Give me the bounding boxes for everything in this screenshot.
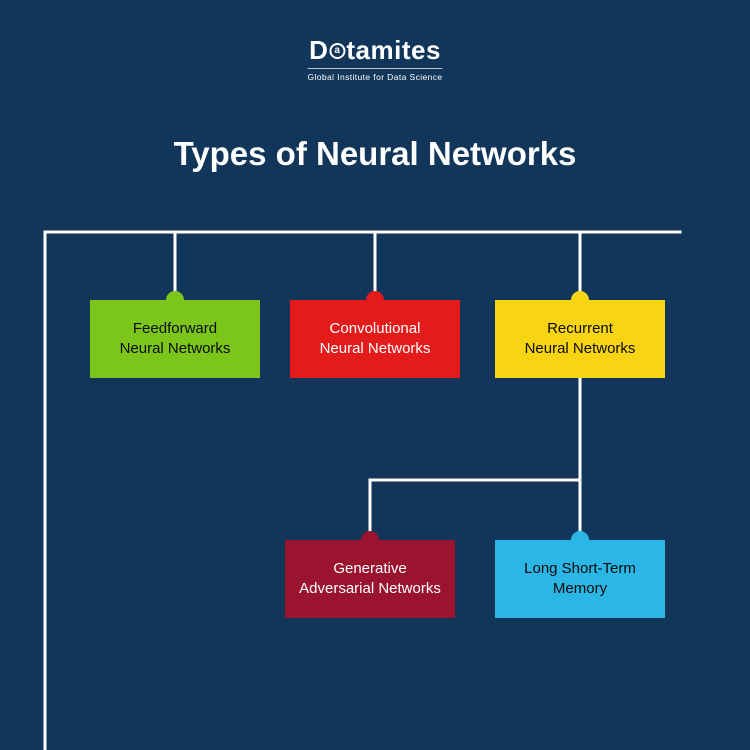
node-dot-convolutional: [366, 291, 384, 309]
node-label-line2: Neural Networks: [320, 339, 431, 359]
node-lstm: Long Short-TermMemory: [495, 540, 665, 618]
node-label: FeedforwardNeural Networks: [120, 319, 231, 360]
node-recurrent: RecurrentNeural Networks: [495, 300, 665, 378]
node-label-line2: Memory: [524, 579, 636, 599]
node-label-line2: Neural Networks: [120, 339, 231, 359]
node-label-line1: Long Short-Term: [524, 559, 636, 579]
node-dot-feedforward: [166, 291, 184, 309]
node-label: Long Short-TermMemory: [524, 559, 636, 600]
node-label-line1: Convolutional: [320, 319, 431, 339]
node-label-line2: Adversarial Networks: [299, 579, 441, 599]
node-dot-lstm: [571, 531, 589, 549]
node-label-line2: Neural Networks: [525, 339, 636, 359]
node-label-line1: Feedforward: [120, 319, 231, 339]
node-gan: GenerativeAdversarial Networks: [285, 540, 455, 618]
node-feedforward: FeedforwardNeural Networks: [90, 300, 260, 378]
node-label: RecurrentNeural Networks: [525, 319, 636, 360]
node-dot-recurrent: [571, 291, 589, 309]
node-label: GenerativeAdversarial Networks: [299, 559, 441, 600]
node-dot-gan: [361, 531, 379, 549]
node-label-line1: Recurrent: [525, 319, 636, 339]
node-label: ConvolutionalNeural Networks: [320, 319, 431, 360]
node-label-line1: Generative: [299, 559, 441, 579]
node-convolutional: ConvolutionalNeural Networks: [290, 300, 460, 378]
